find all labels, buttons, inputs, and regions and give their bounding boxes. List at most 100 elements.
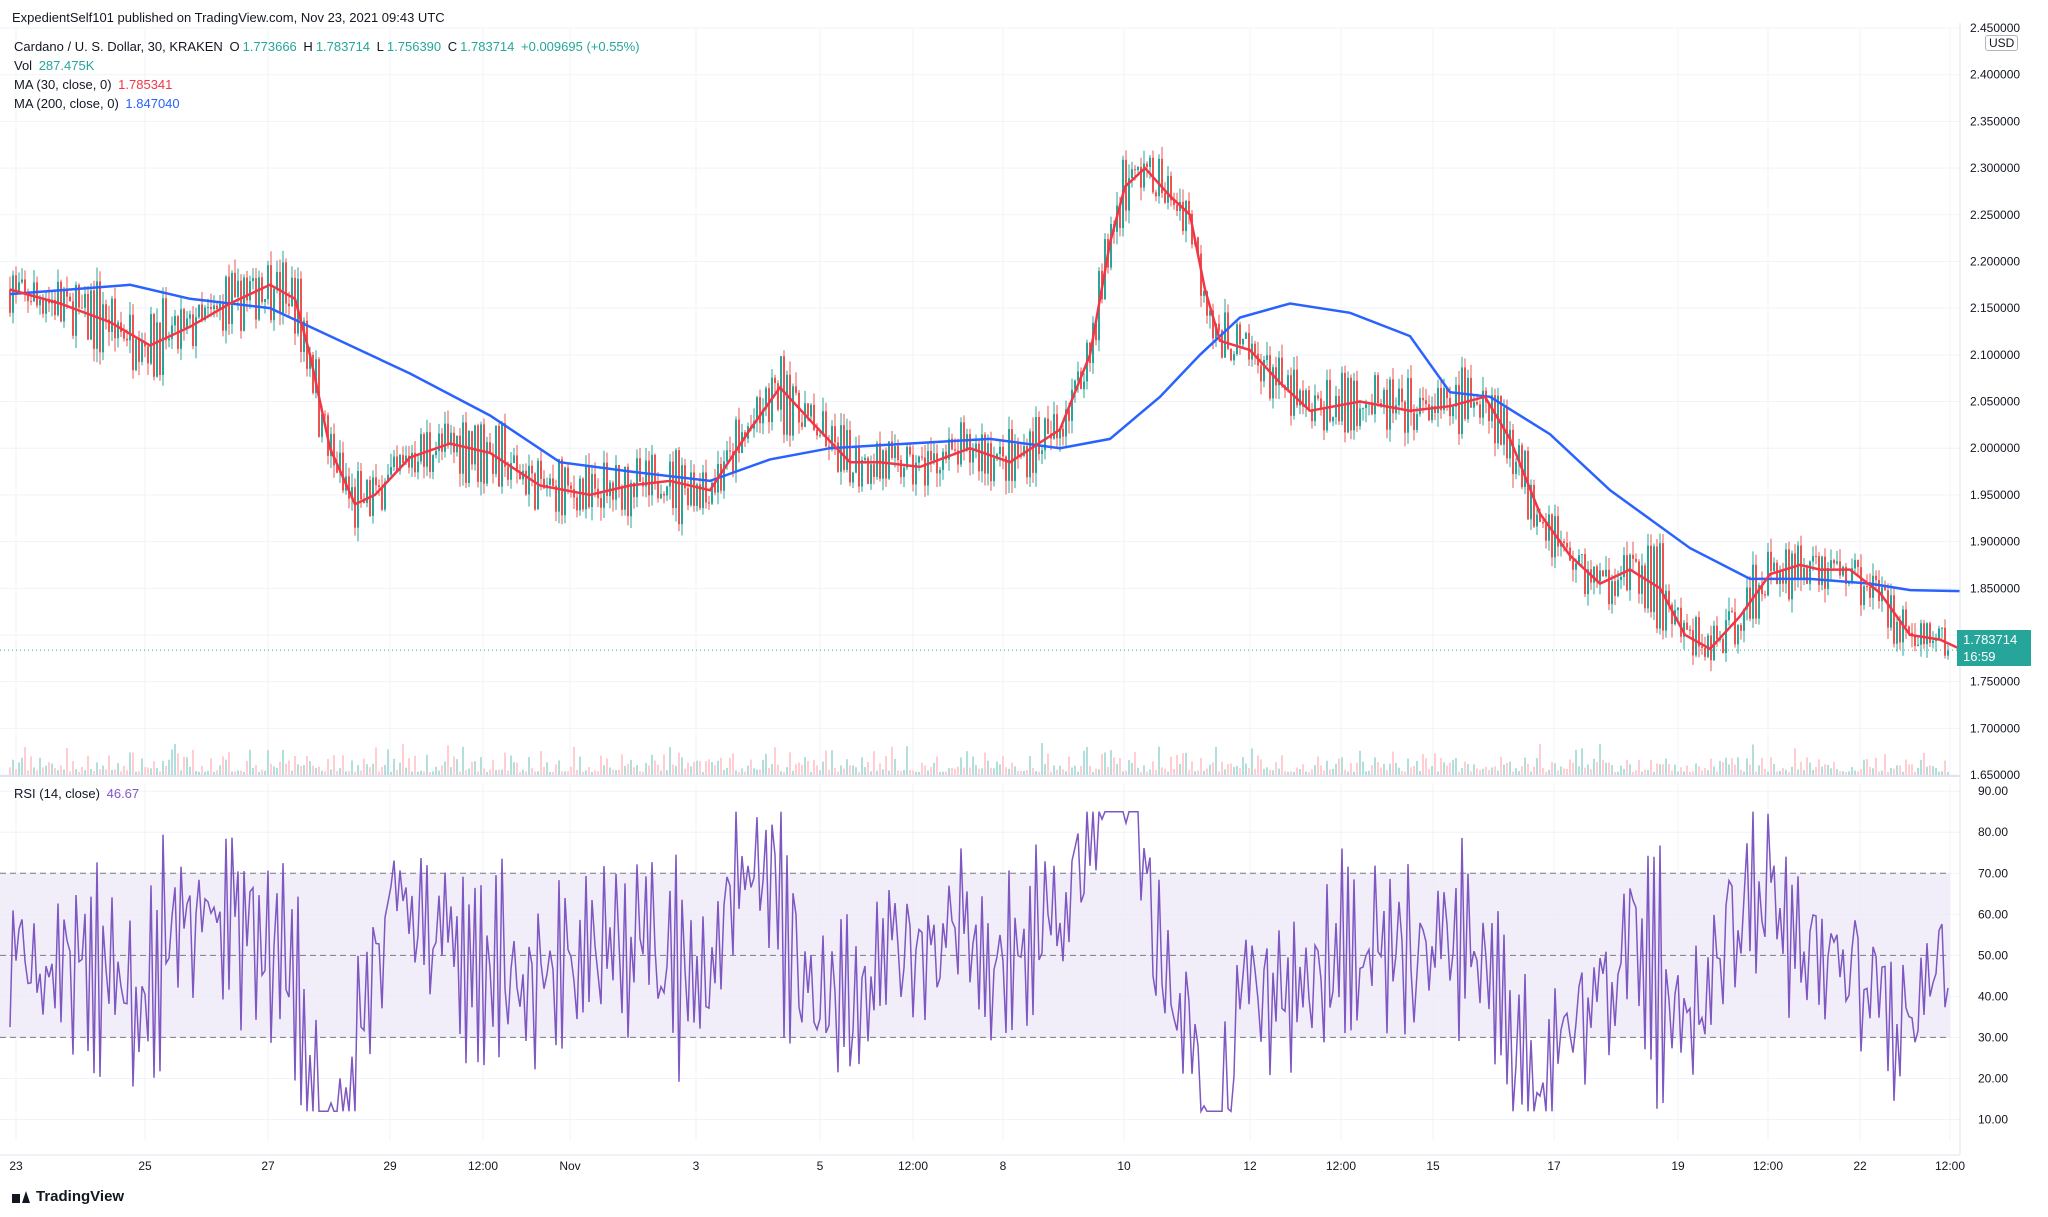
volume-bar: [1866, 759, 1868, 775]
candle-body: [1467, 377, 1469, 420]
candle-body: [807, 403, 809, 417]
candle-body: [132, 314, 134, 371]
candle-body: [822, 411, 824, 436]
candle-body: [1110, 224, 1112, 268]
candle-body: [951, 438, 953, 450]
candle-body: [1053, 414, 1055, 439]
price-tick-label: 2.350000: [1970, 114, 2020, 128]
candle-body: [1683, 622, 1685, 637]
volume-bar: [360, 770, 362, 775]
candle-body: [612, 482, 614, 500]
volume-bar: [279, 761, 281, 775]
volume-bar: [1914, 771, 1916, 775]
candle-body: [1293, 369, 1295, 416]
candle-body: [414, 452, 416, 473]
candle-body: [384, 481, 386, 510]
volume-bar: [1104, 752, 1106, 775]
volume-bar: [609, 767, 611, 775]
volume-bar: [1002, 756, 1004, 775]
candle-body: [501, 423, 503, 487]
volume-bar: [1251, 748, 1253, 775]
candle-body: [378, 485, 380, 487]
volume-bar: [1650, 759, 1652, 775]
time-tick-label: 12:00: [1753, 1159, 1783, 1173]
volume-bar: [1611, 765, 1613, 775]
volume-bar: [351, 760, 353, 775]
volume-bar: [591, 771, 593, 775]
volume-bar: [1407, 758, 1409, 775]
volume-bar: [471, 761, 473, 775]
volume-bar: [582, 771, 584, 775]
candle-body: [1842, 566, 1844, 576]
candle-body: [186, 318, 188, 328]
volume-bar: [75, 769, 77, 775]
ma200-line: [9, 283, 1961, 593]
candle-body: [87, 293, 89, 340]
tradingview-logo[interactable]: TradingView: [12, 1188, 124, 1205]
time-tick-label: 3: [693, 1159, 700, 1173]
candle-body: [591, 474, 593, 508]
volume-bar: [1758, 765, 1760, 775]
currency-badge[interactable]: USD: [1985, 35, 2019, 51]
volume-bar: [1818, 759, 1820, 775]
candle-body: [207, 306, 209, 308]
candle-body: [1131, 169, 1133, 179]
volume-bar: [456, 759, 458, 775]
ma200-legend: MA (200, close, 0) 1.847040: [14, 96, 180, 111]
time-tick-label: 12:00: [468, 1159, 498, 1173]
candle-body: [1593, 566, 1595, 583]
candle-body: [1551, 514, 1553, 558]
candle-body: [1374, 375, 1376, 415]
volume-bar: [861, 757, 863, 775]
volume-bar: [1392, 751, 1394, 775]
candle-body: [858, 446, 860, 487]
volume-bar: [915, 771, 917, 775]
candle-body: [1155, 192, 1157, 197]
candle-body: [1893, 595, 1895, 644]
volume-bar: [1890, 767, 1892, 775]
volume-bar: [1377, 762, 1379, 775]
last-price-tag: 1.783714 16:59: [1957, 630, 2031, 666]
volume-bar: [459, 771, 461, 775]
candle-body: [1623, 555, 1625, 578]
volume-bar: [168, 759, 170, 775]
volume-bar: [705, 761, 707, 775]
volume-bar: [1242, 757, 1244, 775]
candle-body: [936, 453, 938, 474]
volume-bar: [225, 759, 227, 775]
vol-legend: Vol 287.475K: [14, 58, 95, 73]
candle-body: [129, 314, 131, 341]
candle-body: [36, 282, 38, 306]
volume-bar: [597, 771, 599, 775]
candle-body: [1227, 312, 1229, 349]
volume-bar: [525, 771, 527, 775]
candle-body: [960, 422, 962, 465]
candle-body: [615, 464, 617, 500]
candle-body: [1440, 388, 1442, 411]
candle-body: [1857, 560, 1859, 568]
rsi-tick-label: 60.00: [1978, 907, 2008, 921]
candle-body: [1890, 595, 1892, 628]
time-tick-label: 12: [1243, 1159, 1257, 1173]
volume-bar: [1233, 766, 1235, 775]
volume-bar: [1101, 753, 1103, 775]
volume-bar: [1824, 764, 1826, 775]
volume-bar: [51, 763, 53, 775]
volume-bar: [1908, 764, 1910, 775]
price-tick-label: 1.700000: [1970, 721, 2020, 735]
candle-body: [1308, 390, 1310, 410]
candle-body: [1140, 167, 1142, 188]
volume-bar: [1911, 764, 1913, 775]
candle-body: [1182, 201, 1184, 232]
candle-body: [1398, 388, 1400, 406]
candle-body: [888, 441, 890, 479]
volume-bar: [816, 765, 818, 775]
candle-body: [1815, 555, 1817, 557]
volume-bar: [1821, 766, 1823, 775]
candle-body: [54, 299, 56, 316]
candle-body: [1584, 554, 1586, 595]
volume-bar: [123, 765, 125, 775]
volume-bar: [1521, 766, 1523, 775]
candle-body: [78, 284, 80, 308]
